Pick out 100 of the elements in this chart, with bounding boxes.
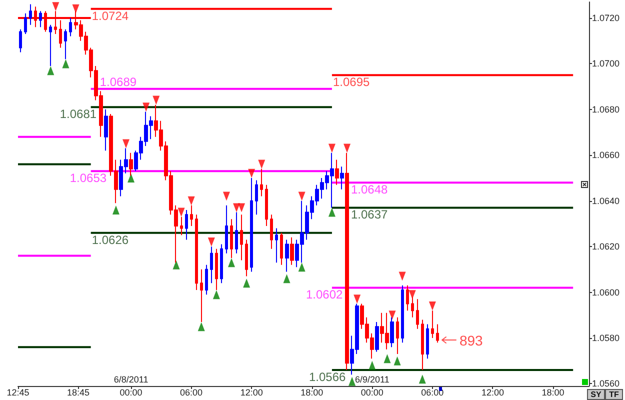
candlestick bbox=[280, 232, 283, 266]
point bbox=[122, 139, 130, 148]
point bbox=[222, 192, 230, 201]
point bbox=[112, 206, 120, 214]
point bbox=[394, 356, 401, 366]
point bbox=[198, 322, 205, 332]
point bbox=[72, 4, 80, 14]
candlestick bbox=[49, 24, 52, 66]
point bbox=[243, 278, 250, 288]
candlestick bbox=[19, 28, 22, 53]
x-tick-label: 06:00 bbox=[421, 388, 444, 398]
y-tick-label: 1.0640 bbox=[592, 196, 620, 206]
candlestick bbox=[39, 10, 42, 28]
candlestick bbox=[220, 244, 223, 284]
x-tick-label: 18:00 bbox=[542, 388, 564, 398]
point bbox=[258, 160, 266, 169]
point bbox=[408, 290, 416, 300]
candlestick bbox=[265, 184, 268, 226]
data-label: 1.0626 bbox=[92, 232, 129, 247]
point bbox=[344, 144, 351, 153]
point bbox=[238, 203, 246, 212]
y-tick-label: 1.0580 bbox=[592, 333, 620, 343]
candlestick bbox=[235, 212, 238, 254]
candlestick bbox=[285, 239, 289, 272]
candlestick bbox=[29, 4, 32, 26]
point bbox=[47, 66, 54, 76]
candlestick bbox=[245, 239, 248, 277]
candlestick bbox=[185, 210, 188, 240]
point bbox=[152, 96, 160, 105]
x2-tick-label: 6/9/2011 bbox=[354, 374, 390, 384]
candlestick bbox=[401, 284, 404, 344]
candlestick bbox=[24, 12, 27, 34]
x-tick-label: 18:45 bbox=[67, 388, 90, 398]
candlestick bbox=[421, 319, 424, 370]
data-label: 1.0689 bbox=[100, 74, 137, 89]
point bbox=[298, 262, 306, 272]
point bbox=[328, 144, 336, 153]
point bbox=[142, 102, 150, 112]
candlestick bbox=[396, 316, 399, 354]
annotation: 893 bbox=[459, 332, 484, 348]
candlestick bbox=[290, 236, 294, 266]
point bbox=[248, 168, 256, 178]
candlestick bbox=[240, 214, 243, 261]
candlestick bbox=[69, 18, 72, 37]
candlestick bbox=[275, 228, 278, 264]
data-label: 1.0724 bbox=[92, 8, 129, 23]
candlestick bbox=[255, 180, 258, 216]
data-label: 1.0566 bbox=[308, 370, 346, 384]
point bbox=[348, 376, 356, 386]
data-label: 1.0695 bbox=[332, 75, 370, 90]
point bbox=[368, 360, 376, 370]
candlestick bbox=[104, 108, 108, 152]
x-tick-label: 12:00 bbox=[481, 388, 504, 398]
point bbox=[52, 2, 60, 12]
point bbox=[188, 196, 195, 206]
y-tick-label: 1.0560 bbox=[592, 378, 620, 389]
point bbox=[208, 238, 215, 246]
candlestick bbox=[426, 324, 429, 360]
button: TF bbox=[605, 389, 623, 400]
x-tick-label: 12:00 bbox=[240, 388, 263, 398]
candlestick bbox=[200, 268, 203, 322]
y-tick-label: 1.0720 bbox=[592, 13, 620, 23]
candlestick bbox=[375, 322, 379, 352]
x-tick-label: 00:00 bbox=[360, 388, 384, 398]
candlestick bbox=[215, 248, 218, 290]
point bbox=[128, 174, 135, 182]
point bbox=[298, 192, 306, 201]
y-tick-label: 1.0700 bbox=[592, 58, 620, 69]
x-tick-label: 06:00 bbox=[180, 388, 203, 398]
point bbox=[228, 258, 235, 268]
point bbox=[418, 374, 426, 384]
y-tick-label: 1.0680 bbox=[592, 104, 620, 114]
candlestick bbox=[436, 324, 439, 344]
y-tick-label: 1.0620 bbox=[592, 242, 620, 252]
point bbox=[62, 59, 70, 68]
candlestick bbox=[335, 159, 339, 186]
candlestick bbox=[64, 28, 67, 60]
data-label: 1.0681 bbox=[60, 107, 97, 122]
x-tick-label: 12:45 bbox=[6, 388, 30, 398]
point bbox=[384, 354, 391, 364]
point bbox=[212, 290, 220, 300]
candlestick bbox=[416, 298, 419, 330]
candlestick bbox=[205, 264, 208, 296]
x-tick-label: 00:00 bbox=[120, 388, 142, 398]
candlestick bbox=[195, 214, 198, 290]
point bbox=[428, 302, 436, 310]
point bbox=[398, 272, 406, 281]
data-label: 1.0653 bbox=[70, 171, 107, 186]
y-tick-label: 1.0660 bbox=[592, 150, 620, 160]
candlestick bbox=[225, 204, 228, 254]
point bbox=[283, 274, 290, 284]
point bbox=[178, 208, 185, 217]
point bbox=[233, 203, 240, 212]
data-label: 1.0637 bbox=[350, 208, 388, 222]
x-tick-label: 18:00 bbox=[300, 388, 324, 398]
candlestick bbox=[210, 246, 213, 284]
point bbox=[354, 294, 361, 304]
button: SY bbox=[587, 389, 605, 400]
data-label: 1.0648 bbox=[350, 182, 388, 197]
candlestick bbox=[230, 218, 233, 258]
